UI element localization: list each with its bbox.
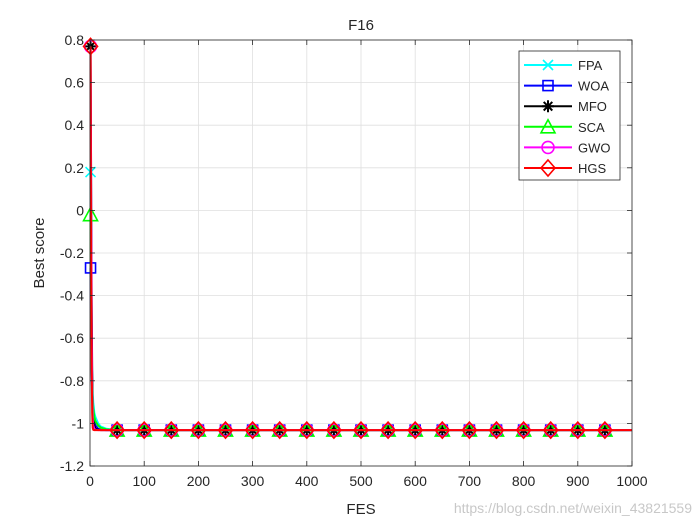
legend-item-hgs: HGS [524,158,607,178]
hgs-marker [271,420,288,440]
hgs-marker [190,420,207,440]
legend-item-fpa: FPA [524,58,603,73]
y-tick-label: 0.8 [65,32,85,48]
diamond-marker-shape [190,420,207,440]
diamond-marker-shape [271,420,288,440]
x-tick-label: 400 [295,473,319,489]
diamond-marker-shape [352,420,370,440]
x-tick-label: 700 [458,473,482,489]
chart-title: F16 [348,17,374,34]
diamond-marker-shape [380,420,397,440]
diamond-marker-shape [109,420,126,440]
diamond-marker-shape [515,420,532,440]
legend-item-sca: SCA [524,118,605,135]
diamond-marker-shape [407,420,424,440]
legend-sca-marker [539,118,557,134]
x-tick-label: 900 [566,473,590,489]
legend-label: HGS [578,161,607,176]
legend-mfo-marker [542,100,554,113]
y-tick-label: -1.2 [60,458,84,474]
hgs-marker [596,420,613,440]
x-marker-shape [542,59,554,71]
hgs-marker [488,420,505,440]
legend-label: FPA [578,58,603,73]
legend-item-gwo: GWO [524,140,611,155]
x-axis-label: FES [346,501,375,518]
watermark: https://blog.csdn.net/weixin_43821559 [454,500,692,516]
triangle-marker-shape [539,118,557,134]
diamond-marker-shape [136,420,153,440]
y-tick-label: -1 [72,415,85,431]
x-tick-label: 500 [349,473,373,489]
legend-gwo-marker [541,140,555,155]
hgs-marker [136,420,153,440]
series-layer [82,37,632,440]
diamond-marker-shape [488,420,505,440]
hgs-marker [352,420,370,440]
diamond-marker-shape [434,420,451,440]
circle-marker-shape [541,140,555,155]
hgs-marker [109,420,126,440]
hgs-marker [542,420,559,440]
x-tick-label: 800 [512,473,536,489]
legend-hgs-marker [539,158,557,178]
diamond-marker-shape [461,420,478,440]
x-tick-label: 300 [241,473,265,489]
x-tick-label: 600 [404,473,428,489]
legend-label: SCA [578,120,605,135]
diamond-marker-shape [298,420,315,440]
hgs-marker [569,420,586,440]
hgs-marker [434,420,451,440]
x-tick-label: 200 [187,473,211,489]
diamond-marker-shape [596,420,613,440]
legend-woa-marker [542,79,554,92]
hgs-marker [217,420,234,440]
diamond-marker-shape [163,420,180,440]
square-marker-shape [542,79,554,92]
hgs-marker [515,420,532,440]
hgs-marker [298,420,315,440]
legend-box [518,50,621,181]
hgs-marker [461,420,478,440]
diamond-marker-shape [244,420,261,440]
x-tick-label: 1000 [616,473,647,489]
star-marker-shape [542,100,554,113]
diamond-marker-shape [325,420,342,440]
y-tick-label: -0.8 [60,373,84,389]
hgs-marker [407,420,424,440]
y-tick-label: 0.6 [65,75,85,91]
axes: 0 100 200 300 400 500 600 700 800 900 1000 -1.2 -1 -0… [60,32,648,489]
x-tick-label: 0 [86,473,94,489]
x-tick-label: 100 [133,473,157,489]
y-tick-label: -0.6 [60,330,84,346]
diamond-marker-shape [539,158,557,178]
hgs-marker [380,420,397,440]
diamond-marker-shape [542,420,559,440]
series-line-hgs [89,46,632,432]
hgs-marker [325,420,342,440]
y-tick-label: 0 [76,202,84,218]
y-tick-label: -0.2 [60,245,84,261]
hgs-marker [163,420,180,440]
y-tick-label: 0.2 [65,160,85,176]
diamond-marker-shape [217,420,234,440]
y-tick-label: 0.4 [65,117,85,133]
legend-item-woa: WOA [524,79,609,94]
diamond-marker-shape [569,420,586,440]
y-tick-label: -0.4 [60,288,84,304]
y-axis-label: Best score [31,218,48,289]
legend-fpa-marker [542,59,554,71]
legend: FPA WOA MFO SCA GWO HGS [518,50,621,181]
legend-label: MFO [578,99,607,114]
diamond-marker-shape [82,37,99,56]
legend-item-mfo: MFO [524,99,607,114]
legend-label: GWO [578,140,611,155]
hgs-marker [82,37,99,56]
series-hgs [82,37,632,440]
legend-label: WOA [578,79,609,94]
hgs-marker [244,420,261,440]
